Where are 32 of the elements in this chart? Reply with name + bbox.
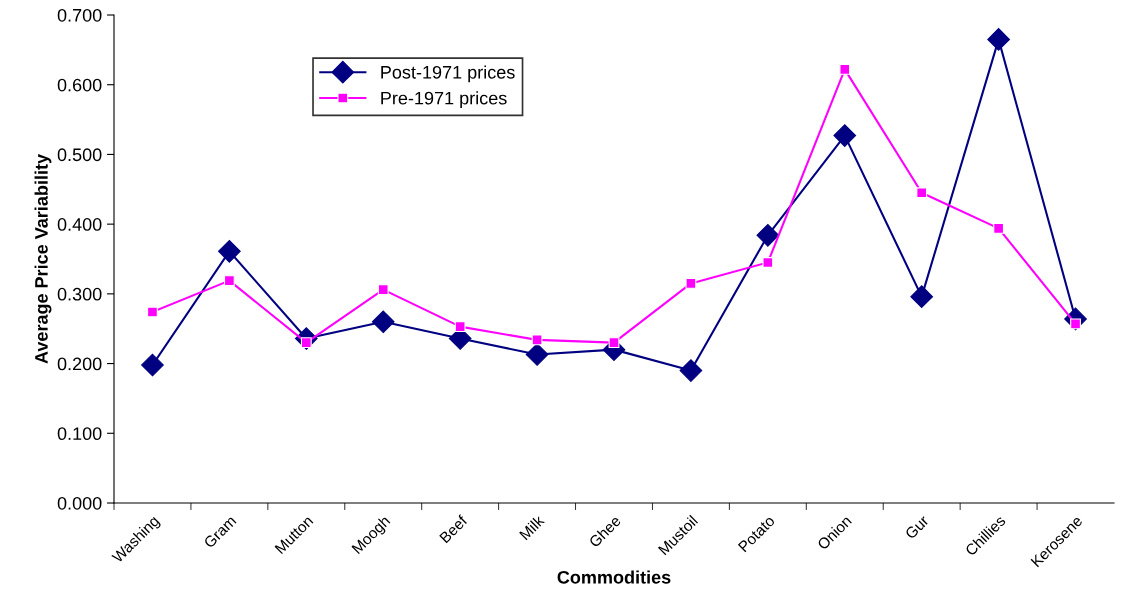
- x-tick-label: Gur: [904, 514, 930, 540]
- point: [833, 124, 857, 147]
- y-tick-label: 0.100: [57, 427, 102, 441]
- x-tick-label: Milk: [518, 514, 545, 541]
- y-tick-label: 0.200: [57, 357, 102, 371]
- point: [608, 337, 620, 349]
- point: [679, 359, 703, 382]
- y-axis-title: Average Price Variability: [34, 154, 52, 364]
- point: [762, 257, 774, 268]
- point: [525, 343, 549, 366]
- legend-label: Post-1971 prices: [381, 65, 515, 83]
- point: [218, 239, 241, 263]
- y-tick-label: 0.300: [57, 287, 102, 301]
- point: [910, 285, 934, 309]
- x-axis-title: Commodities: [557, 570, 671, 584]
- y-tick-label: 0.000: [57, 496, 102, 510]
- point: [454, 321, 466, 333]
- point: [916, 187, 928, 199]
- point: [371, 310, 395, 334]
- point: [993, 222, 1005, 234]
- point: [987, 28, 1010, 51]
- y-tick-label: 0.500: [57, 148, 102, 162]
- point: [147, 306, 158, 318]
- point: [377, 284, 389, 296]
- point: [531, 334, 543, 346]
- point: [223, 275, 235, 287]
- legend-label: Pre-1971 prices: [381, 91, 507, 109]
- point: [141, 353, 164, 377]
- y-tick-label: 0.600: [57, 78, 102, 92]
- point: [756, 223, 780, 247]
- y-tick-label: 0.400: [57, 218, 102, 231]
- y-tick-label: 0.700: [57, 8, 102, 22]
